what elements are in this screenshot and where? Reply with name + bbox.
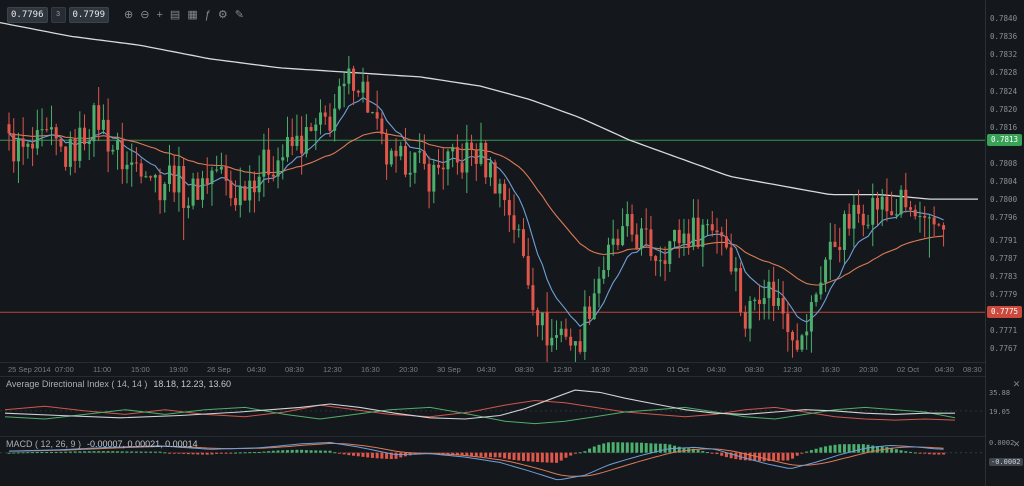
time-axis-label: 19:00 bbox=[169, 365, 188, 374]
price-axis-tick: 0.7820 bbox=[990, 104, 1018, 114]
settings-icon[interactable]: ⚙ bbox=[217, 9, 228, 21]
macd-axis-label: -0.0002 bbox=[989, 458, 1023, 467]
adx-axis-label: 19.05 bbox=[989, 407, 1011, 416]
grid-icon[interactable]: ▦ bbox=[187, 9, 198, 21]
time-axis-label: 12:30 bbox=[553, 365, 572, 374]
price-axis-tick: 0.7840 bbox=[990, 14, 1018, 24]
panel-separator bbox=[0, 436, 1024, 437]
price-axis-tick: 0.7804 bbox=[990, 177, 1018, 186]
support-price-label: 0.7775 bbox=[987, 306, 1022, 319]
macd-axis-label: 0.0002 bbox=[989, 438, 1015, 447]
sell-button[interactable]: 0.7796 bbox=[7, 7, 48, 23]
price-axis-tick: 0.7796 bbox=[990, 213, 1018, 223]
draw-icon[interactable]: ✎ bbox=[234, 9, 244, 21]
time-axis-label: 16:30 bbox=[591, 365, 610, 374]
adx-panel-header: Average Directional Index ( 14, 14 ) 18.… bbox=[6, 379, 231, 389]
time-axis-label: 08:30 bbox=[515, 365, 534, 374]
price-axis-tick: 0.7808 bbox=[990, 158, 1018, 168]
macd-plot[interactable] bbox=[0, 437, 985, 486]
price-axis-tick: 0.7800 bbox=[990, 195, 1018, 205]
price-axis-tick: 0.7824 bbox=[990, 86, 1018, 96]
price-axis-tick: 0.7787 bbox=[990, 253, 1018, 263]
buy-button[interactable]: 0.7799 bbox=[68, 7, 110, 23]
price-axis-tick: 0.7783 bbox=[990, 272, 1018, 282]
chart-toolbar: 0.7796 3 0.7799 ⊕ ⊖ + ▤ ▦ ƒ ⚙ ✎ bbox=[7, 7, 244, 23]
macd-title: MACD ( 12, 26, 9 ) bbox=[6, 439, 82, 449]
time-axis-label: 08:30 bbox=[963, 365, 982, 374]
time-axis-label: 16:30 bbox=[821, 365, 840, 374]
price-axis-tick: 0.7771 bbox=[990, 326, 1018, 336]
price-axis[interactable]: 0.7840 0.7836 0.7832 0.7828 0.7824 0.7820 0.78… bbox=[985, 0, 1024, 486]
time-axis-label: 11:00 bbox=[93, 365, 112, 374]
time-axis-label: 16:30 bbox=[361, 365, 380, 374]
time-axis-label: 20:30 bbox=[629, 365, 648, 374]
panel-separator bbox=[0, 376, 1024, 377]
macd-close-button[interactable]: ✕ bbox=[1010, 438, 1023, 451]
macd-panel-header: MACD ( 12, 26, 9 ) -0.00007, 0.00021, 0.… bbox=[6, 439, 198, 449]
time-axis-label: 20:30 bbox=[399, 365, 418, 374]
spread-chip: 3 bbox=[50, 7, 66, 23]
time-axis-label: 04:30 bbox=[477, 365, 496, 374]
resistance-price-label: 0.7813 bbox=[987, 134, 1022, 147]
time-axis-label: 25 Sep 2014 bbox=[8, 365, 51, 374]
zoom-in-icon[interactable]: ⊕ bbox=[124, 9, 134, 21]
price-axis-tick: 0.7836 bbox=[990, 32, 1018, 42]
time-axis-label: 20:30 bbox=[859, 365, 878, 374]
chart-type-icon[interactable]: ▤ bbox=[169, 9, 181, 21]
price-axis-tick: 0.7816 bbox=[990, 122, 1018, 132]
time-axis-label: 26 Sep bbox=[207, 365, 231, 374]
price-axis-tick: 0.7779 bbox=[990, 290, 1018, 300]
time-axis-label: 07:00 bbox=[55, 365, 74, 374]
time-axis-label: 02 Oct bbox=[897, 365, 920, 374]
crosshair-icon[interactable]: + bbox=[156, 9, 163, 21]
indicators-icon[interactable]: ƒ bbox=[204, 9, 211, 21]
toolbar-icons: ⊕ ⊖ + ▤ ▦ ƒ ⚙ ✎ bbox=[124, 7, 244, 23]
time-axis-label: 01 Oct bbox=[667, 365, 690, 374]
adx-axis-label: 35.88 bbox=[989, 388, 1011, 397]
candlestick-chart[interactable] bbox=[0, 0, 985, 362]
zoom-out-icon[interactable]: ⊖ bbox=[140, 9, 150, 21]
adx-values: 18.18, 12.23, 13.60 bbox=[153, 379, 231, 389]
macd-values: -0.00007, 0.00021, 0.00014 bbox=[87, 439, 198, 449]
time-axis-label: 08:30 bbox=[745, 365, 764, 374]
time-axis[interactable]: 25 Sep 2014 07:00 11:00 15:00 19:00 26 Sep 04:… bbox=[0, 362, 985, 376]
time-axis-label: 15:00 bbox=[131, 365, 150, 374]
adx-close-button[interactable]: ✕ bbox=[1010, 378, 1023, 391]
price-axis-tick: 0.7767 bbox=[990, 344, 1018, 354]
price-axis-tick: 0.7832 bbox=[990, 50, 1018, 60]
time-axis-label: 04:30 bbox=[707, 365, 726, 374]
adx-plot[interactable] bbox=[0, 377, 985, 436]
price-axis-tick: 0.7828 bbox=[990, 68, 1018, 78]
time-axis-label: 30 Sep bbox=[437, 365, 461, 374]
adx-title: Average Directional Index ( 14, 14 ) bbox=[6, 379, 148, 389]
price-axis-tick: 0.7791 bbox=[990, 235, 1018, 245]
time-axis-label: 08:30 bbox=[285, 365, 304, 374]
time-axis-label: 12:30 bbox=[783, 365, 802, 374]
time-axis-label: 12:30 bbox=[323, 365, 342, 374]
time-axis-label: 04:30 bbox=[935, 365, 954, 374]
time-axis-label: 04:30 bbox=[247, 365, 266, 374]
